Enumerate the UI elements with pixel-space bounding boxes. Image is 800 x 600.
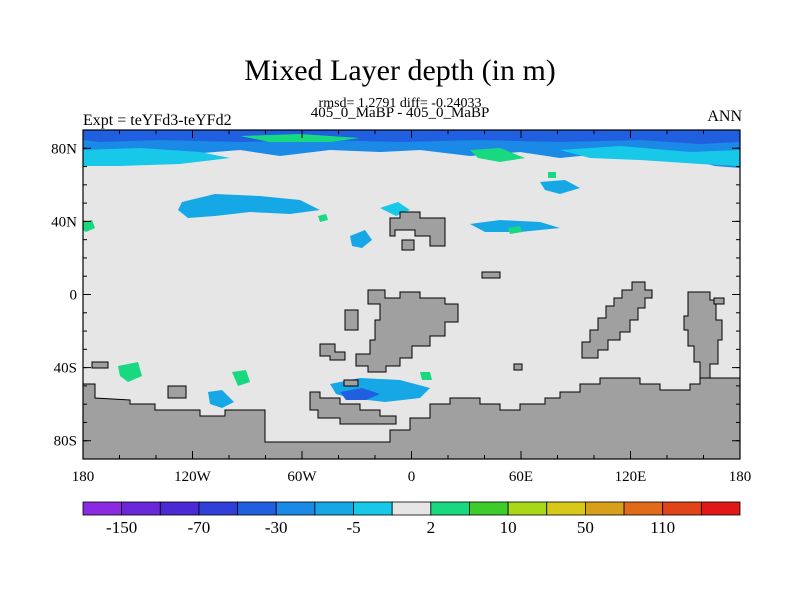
colorbar-swatch: [159, 501, 200, 516]
npac-east-negative-patch: [470, 220, 560, 232]
south-coast-patch-1: [167, 385, 187, 399]
south-america-land: [355, 289, 459, 373]
chart-subtitle: 405_0_MaBP - 405_0_MaBP: [310, 105, 490, 121]
season-label: ANN: [707, 108, 742, 125]
colorbar-swatch: [700, 501, 741, 516]
x-tick-label: 180: [72, 469, 95, 485]
colorbar-swatch: [546, 501, 586, 516]
y-tick-label: 80S: [54, 434, 77, 450]
tiny-island-2: [343, 379, 359, 387]
arctic-light-negative-2: [560, 146, 740, 166]
y-tick-label: 80N: [51, 141, 77, 157]
x-tick-label: 120W: [174, 469, 212, 485]
colorbar-label: -5: [346, 518, 360, 537]
colorbar-swatch: [353, 501, 393, 516]
south-negative-patch-2: [208, 390, 234, 408]
x-tick-label: 0: [408, 469, 416, 485]
mid-positive-patch: [318, 214, 328, 222]
colorbar-label: 2: [427, 518, 436, 537]
colorbar-label: -150: [106, 518, 137, 537]
y-tick-label: 0: [70, 288, 78, 304]
colorbar-swatch: [623, 501, 664, 516]
x-tick-label: 60E: [509, 469, 533, 485]
natl-negative-patch-1: [350, 230, 372, 248]
colorbar-label: 110: [650, 518, 675, 537]
africa-land: [581, 281, 653, 359]
central-america-land: [319, 343, 346, 361]
north-positive-patch-2: [548, 172, 556, 178]
pacific-positive-patch: [508, 226, 522, 234]
colorbar-swatch: [585, 501, 625, 516]
map-field: [83, 130, 740, 459]
nasia-negative-patch: [540, 180, 580, 194]
colorbar-swatch: [275, 501, 316, 516]
x-tick-label: 180: [729, 469, 752, 485]
colorbar-swatch: [121, 501, 161, 516]
colorbar-label: 50: [577, 518, 594, 537]
australia-land: [683, 291, 723, 379]
colorbar-label: 10: [500, 518, 517, 537]
x-axis: 180 120W 60W 0 60E 120E 180: [72, 130, 752, 485]
south-deep-negative-patch: [340, 388, 380, 400]
north-island-land: [401, 239, 415, 251]
colorbar-label: -30: [265, 518, 288, 537]
north-atlantic-land: [389, 211, 446, 247]
south-positive-patch-3: [420, 372, 432, 380]
south-positive-patch-2: [232, 370, 250, 386]
tiny-island-1: [481, 271, 501, 279]
west-positive-patch: [83, 220, 95, 232]
chart-title: Mixed Layer depth (in m): [244, 54, 556, 87]
antarctica-land: [83, 377, 740, 459]
colorbar-swatch: [507, 501, 548, 516]
tiny-island-4: [513, 363, 523, 371]
colorbar: -150 -70 -30 -5 2 10 50 110: [82, 501, 741, 537]
npac-negative-patch: [178, 194, 320, 218]
x-tick-label: 60W: [287, 469, 317, 485]
y-tick-label: 40N: [51, 214, 77, 230]
colorbar-swatch: [469, 501, 509, 516]
stats-line: rmsd= 1.2791 diff= -0.24033: [318, 96, 482, 111]
x-tick-label: 120E: [615, 469, 647, 485]
y-axis: 80N 40N 0 40S 80S: [51, 129, 740, 460]
south-coast-patch-2: [91, 361, 109, 369]
colorbar-swatch: [237, 501, 277, 516]
southern-ridge-land: [309, 391, 397, 425]
tiny-island-3: [713, 297, 725, 305]
arctic-light-negative-1: [83, 148, 230, 166]
y-tick-label: 40S: [54, 361, 77, 377]
colorbar-label: -70: [188, 518, 211, 537]
land-mask: [83, 211, 740, 459]
colorbar-swatch: [430, 501, 470, 516]
colorbar-swatch: [198, 501, 238, 516]
island-land-1: [344, 309, 359, 331]
south-positive-patch-1: [118, 362, 142, 382]
arctic-positive-patch: [470, 148, 525, 162]
arctic-positive-strip: [240, 134, 360, 142]
experiment-label: Expt = teYFd3-teYFd2: [83, 112, 232, 129]
colorbar-swatch: [662, 501, 702, 516]
colorbar-swatch: [82, 501, 123, 516]
colorbar-swatch: [391, 501, 432, 516]
colorbar-swatch: [314, 501, 354, 516]
